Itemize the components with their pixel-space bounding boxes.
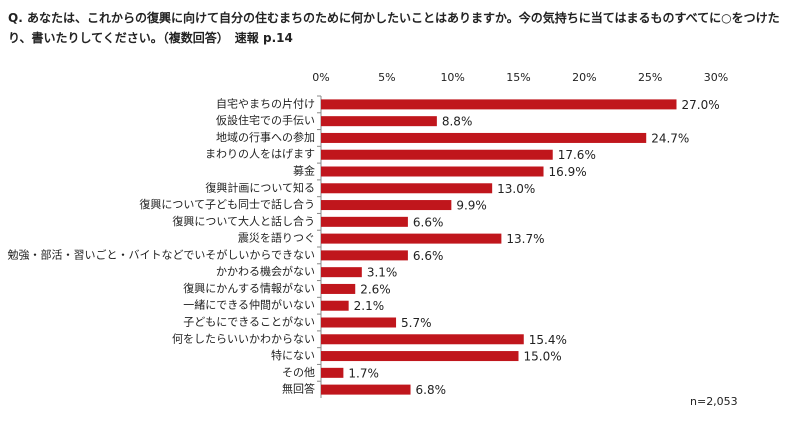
y-tick-label: 地域の行事への参加 [216, 130, 315, 144]
bar [321, 233, 502, 244]
bar [321, 317, 397, 328]
annotation: n=2,053 [690, 395, 738, 408]
bar [321, 250, 408, 261]
value-label: 5.7% [401, 316, 432, 330]
bar [321, 149, 553, 160]
y-tick-label: 復興にかんする情報がない [183, 281, 315, 295]
value-label: 15.0% [524, 350, 562, 364]
bar [321, 351, 519, 362]
value-label: 15.4% [529, 333, 567, 347]
x-tick-label: 0% [312, 71, 329, 84]
y-tick-label: 無回答 [282, 382, 315, 396]
y-tick-label: 復興について大人と話し合う [172, 214, 315, 228]
bar [321, 200, 452, 211]
bar [321, 216, 408, 227]
value-label: 27.0% [682, 98, 720, 112]
y-tick-label: 勉強・部活・習いごと・バイトなどでいそがしいからできない [8, 247, 315, 261]
bar [321, 99, 677, 110]
bar [321, 367, 344, 378]
value-label: 3.1% [367, 266, 398, 280]
value-label: 24.7% [651, 131, 689, 145]
value-label: 2.6% [360, 282, 391, 296]
value-label: 6.6% [413, 249, 444, 263]
x-tick-label: 15% [506, 71, 530, 84]
value-label: 16.9% [549, 165, 587, 179]
value-label: 17.6% [558, 148, 596, 162]
y-tick-label: 復興について子ども同士で話し合う [139, 197, 315, 211]
bar [321, 334, 524, 345]
x-tick-label: 10% [440, 71, 464, 84]
y-tick-label: まわりの人をはげます [205, 148, 315, 161]
bar [321, 183, 493, 194]
y-tick-label: 何をしたらいいかわからない [172, 332, 315, 345]
bar [321, 300, 349, 311]
chart-title: Q. あなたは、これからの復興に向けて自分の住むまちのために何かしたいことはあり… [8, 11, 780, 45]
x-tick-label: 20% [572, 71, 596, 84]
y-tick-label: その他 [282, 366, 315, 379]
value-label: 2.1% [354, 299, 385, 313]
y-tick-label: 仮設住宅での手伝い [216, 113, 315, 127]
x-tick-label: 30% [704, 71, 728, 84]
value-label: 8.8% [442, 115, 473, 129]
value-label: 6.8% [416, 383, 447, 397]
bar [321, 132, 647, 143]
x-tick-label: 25% [638, 71, 662, 84]
value-label: 13.7% [506, 232, 544, 246]
y-tick-label: かかわる機会がない [216, 264, 315, 278]
value-label: 1.7% [348, 366, 379, 380]
value-label: 9.9% [456, 199, 487, 213]
y-tick-label: 復興計画について知る [205, 180, 315, 194]
y-tick-label: 自宅やまちの片付け [216, 96, 315, 110]
bar [321, 166, 544, 177]
y-tick-label: 一緒にできる仲間がいない [183, 298, 315, 312]
value-label: 13.0% [497, 182, 535, 196]
bar [321, 384, 411, 395]
bar [321, 116, 437, 127]
y-tick-label: 募金 [293, 164, 315, 178]
y-tick-label: 特にない [271, 348, 315, 362]
x-tick-label: 5% [378, 71, 395, 84]
bar [321, 267, 362, 278]
y-tick-label: 子どもにできることがない [183, 315, 315, 329]
bar [321, 283, 356, 294]
y-tick-label: 震災を語りつぐ [238, 231, 315, 245]
value-label: 6.6% [413, 215, 444, 229]
